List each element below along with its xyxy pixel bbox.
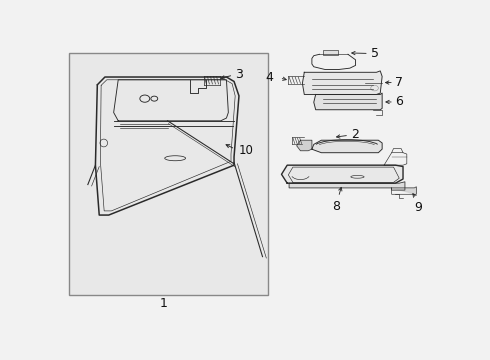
Text: 3: 3 xyxy=(236,68,244,81)
Polygon shape xyxy=(392,187,416,194)
FancyBboxPatch shape xyxy=(323,50,338,55)
Text: 8: 8 xyxy=(333,200,341,213)
Text: 9: 9 xyxy=(414,201,422,213)
Text: 10: 10 xyxy=(239,144,254,157)
Text: 4: 4 xyxy=(265,71,273,84)
Polygon shape xyxy=(297,140,312,151)
Text: 5: 5 xyxy=(371,47,379,60)
Polygon shape xyxy=(312,140,382,153)
Polygon shape xyxy=(314,93,382,110)
Polygon shape xyxy=(302,71,382,94)
Text: 2: 2 xyxy=(351,128,359,141)
Polygon shape xyxy=(289,182,405,190)
Polygon shape xyxy=(281,165,403,183)
FancyBboxPatch shape xyxy=(69,53,268,296)
Text: 7: 7 xyxy=(395,76,403,89)
Text: 6: 6 xyxy=(395,95,403,108)
Text: 1: 1 xyxy=(160,297,168,310)
